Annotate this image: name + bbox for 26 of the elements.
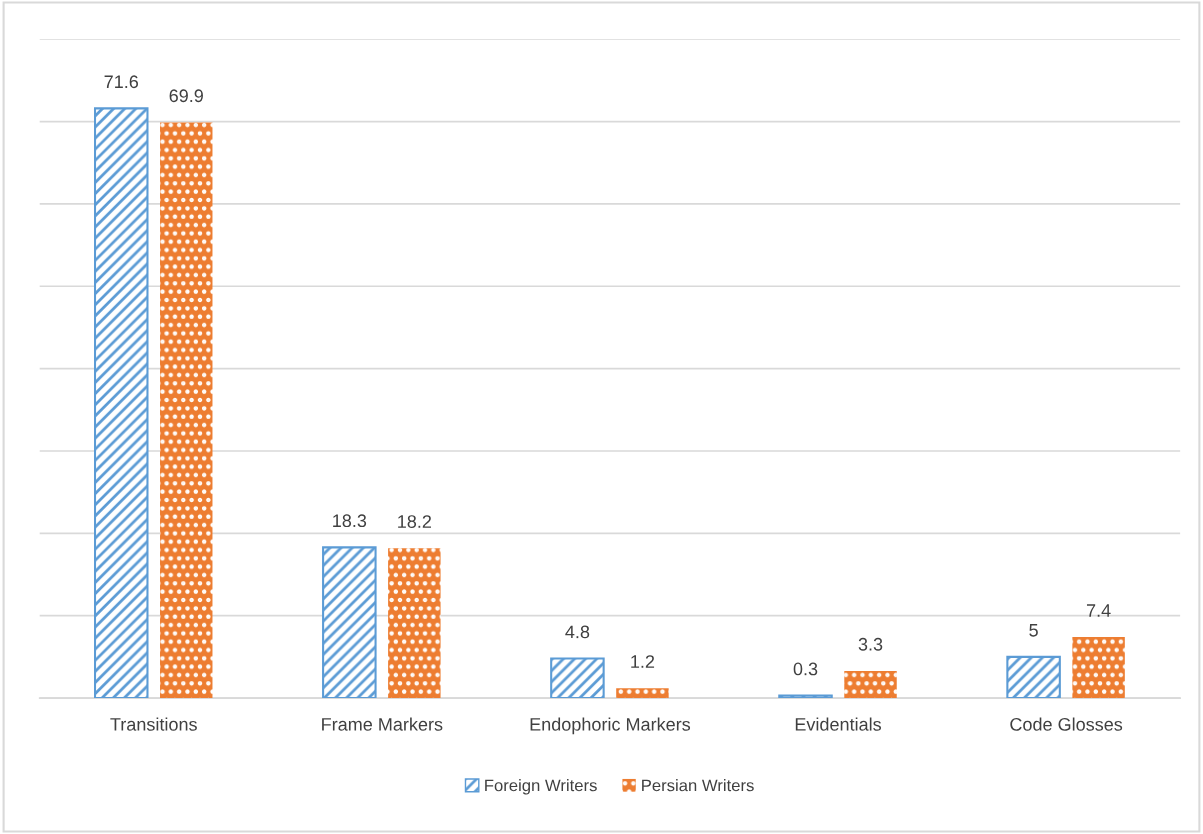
- data-label: 4.8: [565, 625, 590, 639]
- data-label: 0.3: [793, 662, 818, 676]
- legend-label: Foreign Writers: [485, 779, 597, 795]
- bar: [844, 670, 897, 699]
- bar: [1006, 655, 1061, 699]
- data-label: 3.3: [858, 637, 883, 651]
- data-label: 18.3: [333, 514, 367, 528]
- bar: [160, 122, 213, 699]
- x-tick-label: Code Glosses: [1010, 717, 1123, 731]
- bar: [616, 688, 669, 699]
- data-label: 5: [1029, 624, 1038, 637]
- data-label: 7.4: [1086, 604, 1111, 617]
- bar: [550, 657, 605, 699]
- data-label: 1.2: [631, 655, 655, 668]
- bar: [388, 548, 441, 699]
- data-label: 69.9: [169, 89, 203, 103]
- data-label: 18.2: [398, 515, 431, 528]
- legend-label: Persian Writers: [642, 779, 754, 792]
- data-label: 71.6: [104, 75, 139, 89]
- bar: [93, 107, 149, 699]
- x-tick-label: Transitions: [110, 717, 197, 731]
- x-tick-label: Endophoric Markers: [530, 717, 691, 735]
- bar: [322, 546, 377, 699]
- x-tick-label: Evidentials: [795, 717, 882, 731]
- x-tick-label: Frame Markers: [322, 717, 443, 731]
- bar: [1072, 637, 1125, 699]
